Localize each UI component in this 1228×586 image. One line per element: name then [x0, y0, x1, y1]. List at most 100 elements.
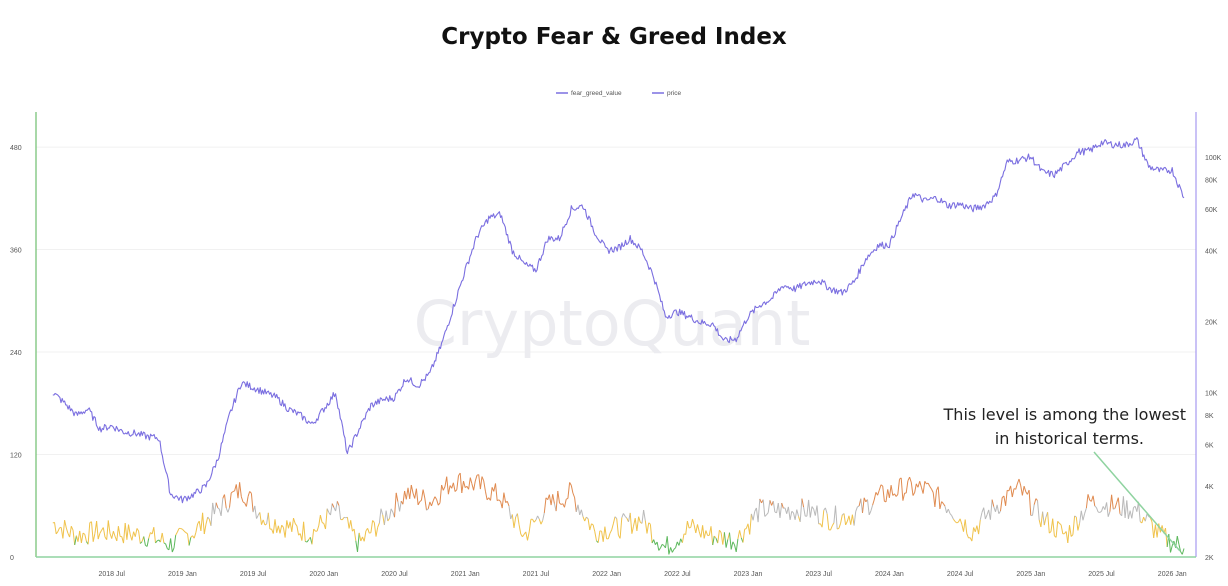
fear-greed-segment [1055, 521, 1059, 538]
x-axis-ticks: 2018 Jul 2019 Jan 2019 Jul 2020 Jan 2020 Jul… [98, 571, 1186, 578]
left-tick-label: 360 [10, 248, 22, 255]
fear-greed-segment [1000, 497, 1003, 512]
fear-greed-segment [1074, 515, 1077, 518]
fear-greed-segment [420, 489, 424, 501]
fear-greed-segment [237, 482, 241, 499]
fear-greed-segment [375, 527, 379, 537]
fear-greed-segment [1106, 502, 1109, 517]
fear-greed-segment [816, 505, 820, 525]
fear-greed-segment [1069, 525, 1072, 537]
fear-greed-segment [971, 527, 975, 542]
fear-greed-segment [227, 507, 230, 513]
fear-greed-segment [641, 509, 645, 524]
fear-greed-segment [614, 516, 618, 519]
price-line[interactable] [52, 137, 1185, 504]
fear-greed-segment [232, 490, 235, 493]
fear-greed-segment [229, 492, 232, 508]
fear-greed-segment [331, 503, 335, 508]
fear-greed-segment [1043, 516, 1047, 526]
legend-item[interactable]: price [652, 90, 681, 97]
fear-greed-segment [256, 515, 259, 519]
fear-greed-segment [1082, 513, 1086, 521]
fear-greed-segment [447, 485, 451, 495]
fear-greed-segment [535, 515, 539, 521]
fear-greed-segment [296, 525, 300, 536]
watermark: CryptoQuant [414, 287, 811, 360]
fear-greed-segment [809, 506, 813, 518]
fear-greed-segment [484, 491, 488, 500]
fear-greed-segment [693, 524, 697, 534]
fear-greed-segment [294, 523, 298, 527]
fear-greed-segment [695, 524, 698, 534]
fear-greed-segment [749, 513, 752, 535]
fear-greed-segment [224, 494, 227, 509]
fear-greed-segment [1121, 496, 1124, 516]
fear-greed-segment [644, 520, 648, 534]
fear-greed-segment [387, 518, 390, 522]
fear-greed-segment [378, 508, 382, 524]
fear-greed-segment [602, 526, 606, 542]
fear-greed-segment [616, 518, 619, 536]
left-axis-ticks: 0 120 240 360 480 [10, 145, 22, 562]
fear-greed-segment [318, 515, 321, 526]
fear-greed-segment [681, 533, 685, 543]
fear-greed-segment [245, 496, 249, 507]
fear-greed-segment [878, 484, 882, 491]
fear-greed-segment [1023, 485, 1027, 492]
fear-greed-segment [653, 539, 656, 545]
fear-greed-segment [964, 519, 968, 534]
gridlines [36, 146, 1196, 456]
fear-greed-segment [346, 517, 350, 529]
fear-greed-segment [555, 490, 559, 512]
fear-greed-segment [1138, 501, 1141, 522]
fear-greed-segment [79, 530, 82, 543]
fear-greed-segment [426, 508, 429, 511]
fear-greed-segment [394, 492, 397, 518]
fear-greed-segment [57, 527, 60, 532]
fear-greed-segment [806, 499, 810, 517]
fear-greed-series[interactable] [52, 472, 1185, 555]
fear-greed-segment [274, 519, 278, 533]
fear-greed-segment [762, 499, 766, 517]
fear-greed-segment [240, 496, 244, 503]
fear-greed-segment [919, 481, 922, 488]
fear-greed-segment [65, 527, 69, 534]
fear-greed-segment [54, 522, 57, 534]
annotation: This level is among the lowest in histori… [943, 405, 1186, 552]
x-tick-label: 2024 Jan [875, 571, 904, 578]
fear-greed-segment [609, 529, 613, 534]
fear-greed-segment [436, 499, 439, 506]
fear-greed-segment [353, 528, 357, 541]
fear-greed-segment [503, 492, 507, 503]
fear-greed-segment [730, 541, 734, 550]
legend-item[interactable]: fear_greed_value [556, 90, 622, 97]
fear-greed-segment [944, 506, 948, 514]
legend[interactable]: fear_greed_value price [556, 90, 681, 97]
fear-greed-segment [405, 487, 409, 500]
fear-greed-segment [168, 538, 172, 550]
fear-greed-segment [1067, 525, 1070, 543]
fear-greed-segment [452, 482, 456, 492]
fear-greed-segment [326, 508, 330, 513]
fear-greed-segment [690, 518, 693, 528]
fear-greed-segment [979, 512, 983, 520]
fear-greed-segment [877, 489, 880, 496]
fear-greed-segment [293, 517, 296, 524]
right-tick-label: 2K [1205, 555, 1214, 562]
price-series[interactable] [52, 137, 1185, 504]
fear-greed-segment [313, 528, 316, 532]
fear-greed-segment [481, 476, 485, 481]
fear-greed-segment [182, 528, 185, 532]
right-axis-ticks: 2K 4K 6K 8K 10K 20K 40K 60K 80K 100K [1205, 155, 1222, 562]
legend-label: price [667, 90, 681, 97]
fear-greed-segment [996, 504, 1000, 514]
fear-greed-segment [781, 502, 784, 509]
fear-greed-segment [175, 531, 178, 536]
fear-greed-segment [399, 501, 402, 512]
fear-greed-segment [527, 531, 530, 541]
fear-greed-segment [739, 530, 742, 538]
annotation-line-1: This level is among the lowest [943, 405, 1186, 424]
fear-greed-segment [1077, 523, 1081, 531]
fear-greed-segment [249, 491, 252, 494]
